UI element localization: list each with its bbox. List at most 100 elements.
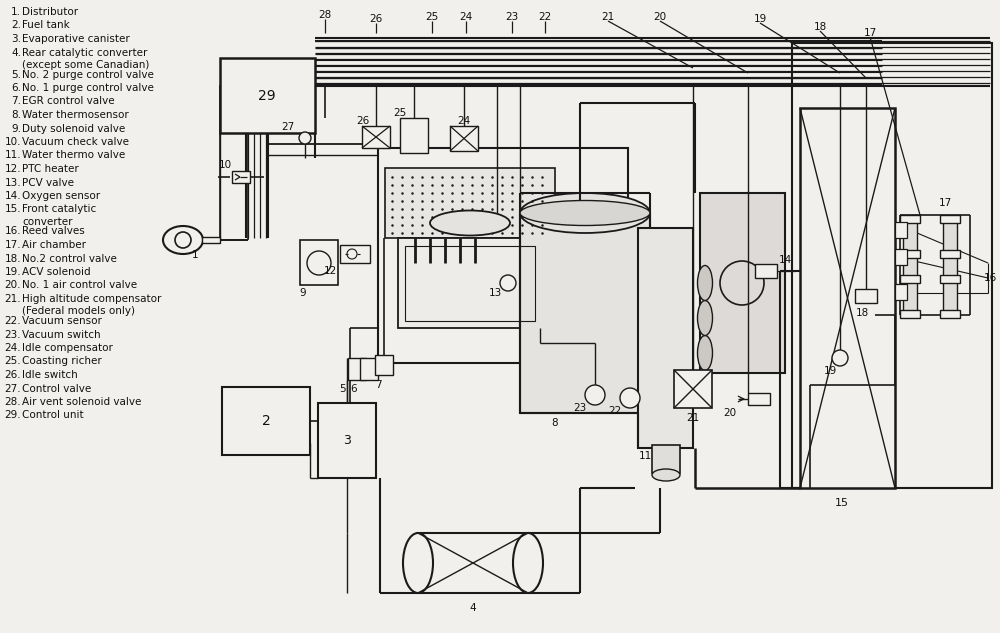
Text: Idle compensator: Idle compensator	[22, 343, 113, 353]
Text: Vacuum check valve: Vacuum check valve	[22, 137, 129, 147]
Text: 22: 22	[608, 406, 622, 416]
Bar	[340, 245, 370, 263]
Circle shape	[585, 385, 605, 405]
Bar	[400, 118, 428, 153]
Circle shape	[175, 232, 191, 248]
Text: 14: 14	[778, 255, 792, 265]
Bar	[520, 213, 650, 413]
Text: 11.: 11.	[4, 151, 21, 161]
Text: Control valve: Control valve	[22, 384, 91, 394]
Bar	[940, 215, 960, 223]
Bar	[755, 264, 777, 278]
Text: No. 1 purge control valve: No. 1 purge control valve	[22, 83, 154, 93]
Ellipse shape	[698, 301, 712, 335]
Text: Front catalytic
converter: Front catalytic converter	[22, 204, 96, 227]
Circle shape	[500, 275, 516, 291]
Circle shape	[307, 251, 331, 275]
Text: 25.: 25.	[4, 356, 21, 367]
Bar	[940, 250, 960, 258]
Text: 15.: 15.	[4, 204, 21, 215]
Text: Air chamber: Air chamber	[22, 240, 86, 250]
Circle shape	[299, 132, 311, 144]
Bar	[943, 220, 957, 315]
Ellipse shape	[698, 265, 712, 301]
Text: Water thermo valve: Water thermo valve	[22, 151, 125, 161]
Text: 20: 20	[723, 408, 737, 418]
Bar	[202, 237, 220, 243]
Text: 27.: 27.	[4, 384, 21, 394]
Text: Distributor: Distributor	[22, 7, 78, 17]
Text: 24: 24	[459, 12, 473, 22]
Text: 27: 27	[281, 122, 295, 132]
Bar	[638, 228, 693, 448]
Bar	[903, 220, 917, 315]
Bar	[700, 193, 785, 373]
Text: 20: 20	[653, 12, 667, 22]
Bar	[940, 275, 960, 283]
Text: 25: 25	[393, 108, 407, 118]
Bar	[748, 393, 770, 405]
Text: Vacuum switch: Vacuum switch	[22, 330, 101, 339]
Text: 20.: 20.	[5, 280, 21, 291]
Text: 8.: 8.	[11, 110, 21, 120]
Text: Rear catalytic converter
(except some Canadian): Rear catalytic converter (except some Ca…	[22, 47, 149, 70]
Bar	[362, 126, 390, 148]
Text: 2: 2	[262, 414, 270, 428]
Text: 22: 22	[538, 12, 552, 22]
Text: 15: 15	[835, 498, 849, 508]
Text: 16.: 16.	[4, 227, 21, 237]
Bar	[940, 310, 960, 318]
Bar	[800, 108, 895, 488]
Bar	[222, 387, 310, 455]
Text: 4.: 4.	[11, 47, 21, 58]
Text: 19: 19	[823, 366, 837, 376]
Text: 7.: 7.	[11, 96, 21, 106]
Text: 21: 21	[601, 12, 615, 22]
Text: No. 2 purge control valve: No. 2 purge control valve	[22, 70, 154, 80]
Text: 26: 26	[369, 14, 383, 24]
Text: 19: 19	[753, 14, 767, 24]
Bar	[895, 222, 907, 238]
Text: 28.: 28.	[4, 397, 21, 407]
Bar	[385, 168, 555, 238]
Text: Control unit: Control unit	[22, 410, 84, 420]
Text: 12: 12	[323, 266, 337, 276]
Ellipse shape	[520, 201, 650, 225]
Text: 23: 23	[505, 12, 519, 22]
Text: 19.: 19.	[4, 267, 21, 277]
Text: 18: 18	[813, 22, 827, 32]
Bar	[398, 238, 543, 328]
Text: EGR control valve: EGR control valve	[22, 96, 115, 106]
Text: Idle switch: Idle switch	[22, 370, 78, 380]
Text: 1: 1	[192, 250, 198, 260]
Bar	[895, 284, 907, 300]
Circle shape	[620, 388, 640, 408]
Text: Duty solenoid valve: Duty solenoid valve	[22, 123, 125, 134]
Text: 13: 13	[488, 288, 502, 298]
Text: 29: 29	[258, 89, 276, 103]
Text: 25: 25	[425, 12, 439, 22]
Bar	[405, 246, 535, 321]
Text: Fuel tank: Fuel tank	[22, 20, 70, 30]
Text: Reed valves: Reed valves	[22, 227, 85, 237]
Ellipse shape	[430, 211, 510, 235]
Bar	[900, 310, 920, 318]
Bar	[348, 358, 366, 380]
Text: 4: 4	[470, 603, 476, 613]
Text: ACV solenoid: ACV solenoid	[22, 267, 91, 277]
Text: 26: 26	[356, 116, 370, 126]
Text: High altitude compensator
(Federal models only): High altitude compensator (Federal model…	[22, 294, 161, 316]
Text: 18: 18	[855, 308, 869, 318]
Text: 21: 21	[686, 413, 700, 423]
Bar	[855, 289, 877, 303]
Text: 14.: 14.	[4, 191, 21, 201]
Text: 26.: 26.	[4, 370, 21, 380]
Bar	[300, 240, 338, 285]
Text: Evaporative canister: Evaporative canister	[22, 34, 130, 44]
Bar	[232, 171, 250, 183]
Text: PCV valve: PCV valve	[22, 177, 74, 187]
Bar	[220, 58, 315, 133]
Text: Oxygen sensor: Oxygen sensor	[22, 191, 100, 201]
Text: Coasting richer: Coasting richer	[22, 356, 102, 367]
Text: Vacuum sensor: Vacuum sensor	[22, 316, 102, 326]
